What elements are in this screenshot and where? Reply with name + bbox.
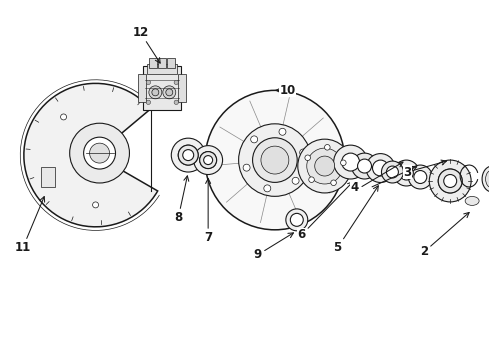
Circle shape — [286, 209, 308, 231]
Bar — [147, 64, 177, 75]
Bar — [144, 67, 181, 110]
Text: 5: 5 — [334, 186, 378, 254]
Bar — [138, 75, 147, 102]
Bar — [167, 58, 175, 68]
Circle shape — [152, 89, 159, 96]
Circle shape — [163, 86, 176, 99]
Ellipse shape — [486, 170, 490, 188]
Circle shape — [324, 144, 330, 150]
Circle shape — [414, 171, 427, 184]
Circle shape — [372, 160, 389, 176]
Circle shape — [178, 145, 198, 165]
Circle shape — [366, 154, 395, 183]
Circle shape — [307, 148, 343, 184]
Circle shape — [334, 145, 368, 179]
Text: 11: 11 — [15, 197, 45, 254]
Circle shape — [264, 185, 271, 192]
Circle shape — [172, 138, 205, 172]
Circle shape — [279, 128, 286, 135]
Circle shape — [298, 139, 352, 193]
Bar — [158, 58, 166, 68]
Text: 4: 4 — [350, 181, 359, 194]
Circle shape — [358, 159, 371, 173]
Circle shape — [292, 177, 299, 184]
Circle shape — [61, 114, 67, 120]
Circle shape — [309, 177, 314, 183]
Text: 12: 12 — [132, 26, 160, 63]
Circle shape — [300, 149, 307, 156]
Circle shape — [84, 137, 116, 169]
Circle shape — [46, 169, 52, 175]
Circle shape — [352, 153, 377, 179]
Text: 3: 3 — [403, 160, 446, 179]
Circle shape — [438, 169, 462, 193]
Circle shape — [194, 146, 222, 175]
Circle shape — [393, 160, 419, 186]
Circle shape — [205, 90, 344, 230]
Circle shape — [331, 180, 336, 185]
Circle shape — [93, 202, 98, 208]
Circle shape — [399, 166, 414, 180]
Circle shape — [252, 138, 297, 183]
Ellipse shape — [465, 197, 479, 206]
Bar — [178, 75, 186, 102]
Text: 9: 9 — [254, 233, 294, 261]
Circle shape — [438, 169, 462, 193]
Text: 8: 8 — [174, 176, 189, 224]
Circle shape — [70, 123, 129, 183]
Circle shape — [149, 86, 162, 99]
Text: 6: 6 — [297, 182, 353, 241]
Bar — [41, 167, 55, 187]
Circle shape — [382, 161, 403, 183]
Circle shape — [239, 124, 311, 196]
Circle shape — [315, 156, 335, 176]
Circle shape — [166, 89, 173, 96]
Text: 7: 7 — [204, 179, 212, 244]
Circle shape — [342, 153, 360, 171]
Circle shape — [251, 136, 258, 143]
Circle shape — [90, 143, 110, 163]
Circle shape — [146, 80, 150, 85]
Text: 10: 10 — [276, 84, 296, 97]
Circle shape — [243, 164, 250, 171]
Circle shape — [261, 146, 289, 174]
Wedge shape — [24, 84, 158, 227]
Circle shape — [178, 145, 198, 165]
Circle shape — [183, 150, 194, 161]
Circle shape — [305, 155, 311, 161]
Circle shape — [408, 165, 432, 189]
Circle shape — [290, 213, 303, 226]
Circle shape — [146, 100, 150, 104]
Circle shape — [174, 100, 178, 104]
Text: 2: 2 — [420, 212, 469, 258]
Circle shape — [200, 152, 217, 168]
Bar — [149, 58, 157, 68]
Circle shape — [387, 166, 398, 178]
Circle shape — [429, 160, 471, 202]
Circle shape — [341, 160, 346, 166]
Circle shape — [204, 156, 213, 165]
Circle shape — [174, 80, 178, 85]
Circle shape — [444, 175, 457, 188]
Ellipse shape — [482, 166, 490, 192]
Text: 1: 1 — [0, 359, 1, 360]
Circle shape — [200, 152, 217, 168]
